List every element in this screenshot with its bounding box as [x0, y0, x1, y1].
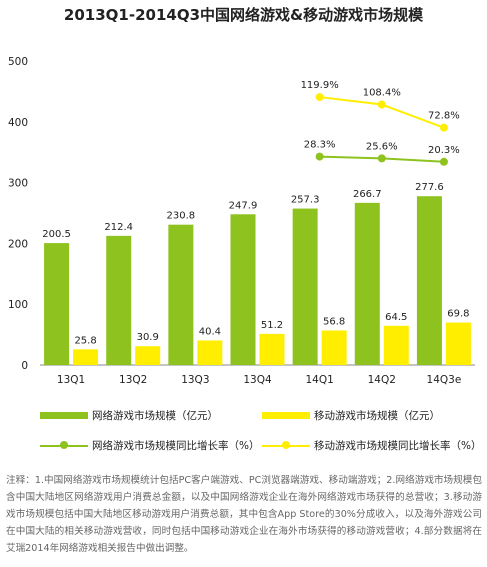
bar-value-label: 69.8	[447, 309, 469, 320]
x-tick-label: 13Q2	[119, 374, 147, 386]
x-tick-label: 14Q3e	[427, 374, 462, 386]
bar-mobile	[135, 346, 161, 365]
bar-value-label: 212.4	[104, 222, 133, 233]
y-tick-label: 0	[21, 360, 28, 372]
bar-online	[416, 196, 442, 365]
bar-value-label: 230.8	[167, 211, 196, 222]
x-tick-label: 13Q4	[243, 374, 272, 386]
bar-value-label: 30.9	[137, 332, 159, 343]
growth-value-label: 108.4%	[363, 88, 401, 99]
bar-value-label: 51.2	[261, 320, 283, 331]
bar-mobile	[73, 349, 99, 365]
chart: 0 100 200 300 400 500 200.5 25.8 13Q1 212.4 30.9 13…	[8, 56, 475, 386]
growth-value-label: 20.3%	[428, 145, 460, 156]
growth-value-label: 28.3%	[304, 140, 336, 151]
bar-mobile	[259, 333, 285, 365]
legend-swatch-yellow-bar	[262, 412, 310, 419]
growth-point-mobile	[377, 100, 386, 109]
bar-value-label: 247.9	[229, 200, 258, 211]
growth-value-label: 25.6%	[366, 141, 398, 152]
legend-item-online-bar: 网络游戏市场规模（亿元）	[40, 408, 218, 423]
bar-value-label: 277.6	[415, 182, 444, 193]
bar-mobile	[321, 330, 347, 365]
bar-online	[292, 208, 318, 365]
x-tick-label: 13Q3	[181, 374, 209, 386]
growth-point-online	[315, 152, 324, 161]
bar-value-label: 200.5	[42, 229, 71, 240]
legend-swatch-green-line	[40, 441, 88, 450]
bar-value-label: 25.8	[74, 335, 96, 346]
growth-point-online	[377, 154, 386, 163]
bar-value-label: 64.5	[385, 312, 407, 323]
legend-label-mobile-bar: 移动游戏市场规模（亿元）	[314, 410, 440, 422]
bar-online	[106, 235, 132, 365]
chart-title: 2013Q1-2014Q3中国网络游戏&移动游戏市场规模	[63, 6, 424, 24]
growth-point-mobile	[439, 123, 448, 132]
bar-online	[168, 224, 194, 365]
bar-mobile	[197, 340, 223, 365]
y-tick-label: 400	[8, 117, 28, 129]
growth-value-label: 119.9%	[301, 80, 339, 91]
legend: 网络游戏市场规模（亿元） 移动游戏市场规模（亿元） 网络游戏市场规模同比增长率（…	[0, 405, 487, 465]
x-tick-label: 13Q1	[57, 374, 85, 386]
y-tick-label: 200	[8, 238, 28, 250]
bar-value-label: 266.7	[353, 189, 382, 200]
bar-mobile	[383, 325, 409, 365]
bar-mobile	[445, 322, 471, 365]
legend-label-online-line: 网络游戏市场规模同比增长率（%）	[92, 440, 260, 452]
footnote: 注释：1.中国网络游戏市场规模统计包括PC客户端游戏、PC浏览器端游戏、移动端游…	[6, 475, 482, 554]
legend-swatch-green-bar	[40, 412, 88, 419]
growth-point-mobile	[315, 93, 324, 102]
bar-value-label: 257.3	[291, 195, 320, 206]
y-tick-label: 100	[8, 299, 28, 311]
legend-label-online-bar: 网络游戏市场规模（亿元）	[92, 410, 218, 422]
bar-online	[354, 202, 380, 365]
y-tick-label: 500	[8, 56, 28, 68]
legend-item-mobile-bar: 移动游戏市场规模（亿元）	[262, 408, 440, 423]
bar-value-label: 56.8	[323, 316, 345, 327]
bar-value-label: 40.4	[199, 326, 221, 337]
legend-label-mobile-line: 移动游戏市场规模同比增长率（%）	[314, 440, 482, 452]
bar-online	[230, 214, 256, 365]
legend-item-online-line: 网络游戏市场规模同比增长率（%）	[40, 438, 259, 453]
growth-value-label: 72.8%	[428, 111, 460, 122]
legend-item-mobile-line: 移动游戏市场规模同比增长率（%）	[262, 438, 481, 453]
y-tick-label: 300	[8, 178, 28, 190]
legend-swatch-yellow-line	[262, 441, 310, 450]
x-tick-label: 14Q2	[368, 374, 396, 386]
growth-point-online	[439, 157, 448, 166]
bar-online	[44, 243, 70, 365]
x-tick-label: 14Q1	[305, 374, 333, 386]
